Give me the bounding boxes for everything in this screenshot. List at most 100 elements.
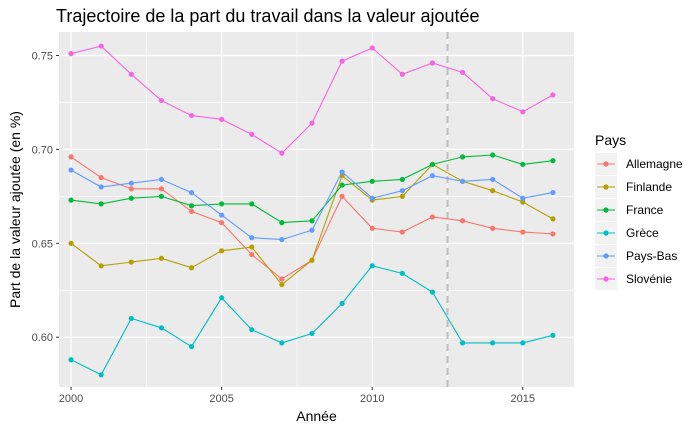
data-point <box>550 158 556 164</box>
data-point <box>219 295 225 301</box>
series-pays-bas <box>68 167 556 243</box>
legend-label: France <box>626 203 664 217</box>
data-point <box>249 131 255 137</box>
legend-key-point <box>603 276 609 282</box>
data-point <box>158 325 164 331</box>
data-point <box>339 300 345 307</box>
data-point <box>68 154 74 160</box>
data-point <box>188 112 195 119</box>
data-point <box>369 45 375 51</box>
series-layer <box>68 43 556 378</box>
data-point <box>188 265 195 271</box>
y-tick-label: 0.60 <box>32 332 53 344</box>
data-point <box>550 332 556 338</box>
x-tick-label: 2015 <box>511 393 535 405</box>
data-point <box>158 193 164 199</box>
legend-title: Pays <box>595 132 626 148</box>
data-point <box>339 182 345 188</box>
data-point <box>219 212 225 218</box>
data-point <box>309 330 315 337</box>
data-point <box>309 257 315 263</box>
legend-item: Slovénie <box>595 268 672 290</box>
data-point <box>369 178 375 184</box>
data-point <box>128 180 134 186</box>
data-point <box>219 220 225 226</box>
data-point <box>98 263 104 269</box>
data-point <box>490 340 496 346</box>
data-point <box>188 208 195 214</box>
data-point <box>68 197 74 203</box>
x-tick-label: 2000 <box>59 393 83 405</box>
y-tick-label: 0.75 <box>32 50 53 62</box>
data-point <box>158 186 164 192</box>
legend-label: Finlande <box>626 180 672 194</box>
data-point <box>490 225 496 231</box>
data-point <box>399 188 405 194</box>
data-point <box>158 255 164 261</box>
legend-item: Grèce <box>595 222 659 244</box>
data-point <box>339 169 345 175</box>
data-point <box>249 327 255 333</box>
data-point <box>369 225 375 231</box>
data-point <box>550 92 556 98</box>
data-point <box>459 69 466 75</box>
legend-item: Pays-Bas <box>595 245 677 267</box>
data-point <box>219 116 225 122</box>
data-point <box>520 229 526 235</box>
data-point <box>399 193 405 199</box>
data-point <box>459 340 466 346</box>
legend-key-point <box>603 230 609 236</box>
data-point <box>520 195 526 201</box>
data-point <box>429 214 436 220</box>
data-point <box>369 263 375 269</box>
data-point <box>68 167 74 173</box>
legend-key-point <box>603 161 609 167</box>
data-point <box>490 96 496 102</box>
y-axis-ticks: 0.60 0.65 0.70 0.75 <box>32 50 59 344</box>
data-point <box>550 231 556 237</box>
x-tick-label: 2010 <box>360 393 384 405</box>
data-point <box>459 218 466 224</box>
data-point <box>188 203 195 209</box>
legend-label: Pays-Bas <box>626 249 677 263</box>
data-point <box>158 97 164 104</box>
x-axis-title: Année <box>296 408 337 424</box>
data-point <box>158 176 164 183</box>
legend: Pays Allemagne Finlande France Grèce Pays-Ba… <box>595 132 683 290</box>
legend-key-point <box>603 184 609 190</box>
y-axis-title: Part de la valeur ajoutée (en %) <box>7 111 23 308</box>
data-point <box>98 201 104 207</box>
data-point <box>429 289 436 295</box>
data-point <box>249 235 255 241</box>
legend-key-point <box>603 253 609 259</box>
series-slov-nie <box>68 43 556 156</box>
legend-label: Allemagne <box>626 157 683 171</box>
data-point <box>279 220 285 226</box>
data-point <box>520 109 526 115</box>
data-point <box>429 60 436 66</box>
legend-label: Slovénie <box>626 272 672 286</box>
plot-panel <box>59 32 574 387</box>
data-point <box>128 315 134 322</box>
data-point <box>550 216 556 222</box>
data-point <box>249 201 255 207</box>
legend-item: Allemagne <box>595 153 683 175</box>
data-point <box>188 189 195 196</box>
data-point <box>98 372 104 378</box>
data-point <box>399 229 405 235</box>
data-point <box>279 276 285 282</box>
legend-items: Allemagne Finlande France Grèce Pays-Bas Slov… <box>595 153 683 290</box>
data-point <box>249 251 255 258</box>
data-point <box>279 340 285 346</box>
legend-key-point <box>603 207 609 213</box>
data-point <box>279 150 285 156</box>
data-point <box>279 282 285 288</box>
data-point <box>309 120 315 126</box>
data-point <box>490 152 496 158</box>
data-point <box>98 184 104 190</box>
data-point <box>399 71 405 77</box>
major-gridlines <box>59 32 574 387</box>
data-point <box>520 340 526 346</box>
minor-gridlines <box>59 32 574 387</box>
